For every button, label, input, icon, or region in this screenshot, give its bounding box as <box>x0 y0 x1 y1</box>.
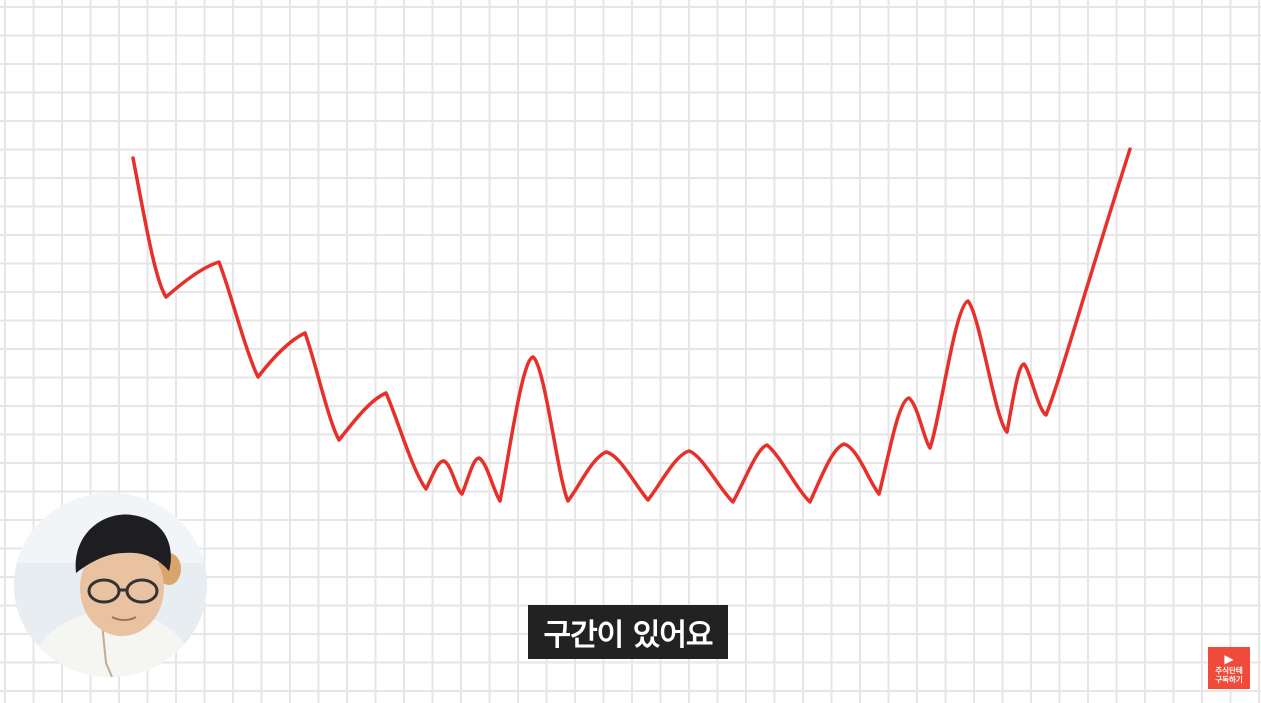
subscribe-badge[interactable]: ▶ 주식단테 구독하기 <box>1208 647 1250 689</box>
subtitle-caption: 구간이 있어요 <box>528 605 728 659</box>
red-price-line <box>131 147 1132 504</box>
subscribe-label: 구독하기 <box>1215 674 1243 684</box>
webcam-overlay <box>14 493 207 677</box>
channel-name: 주식단테 <box>1215 665 1243 675</box>
presenter-avatar <box>14 493 207 677</box>
play-icon: ▶ <box>1224 651 1234 666</box>
